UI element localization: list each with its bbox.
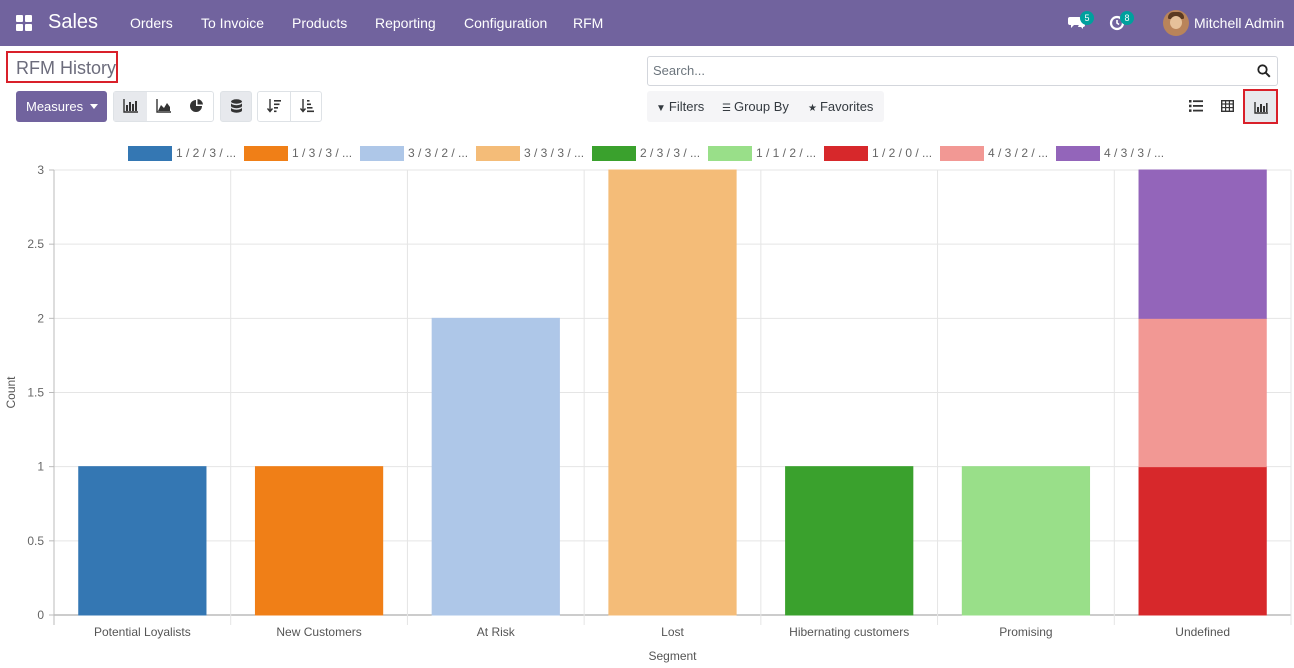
sort-ascending-button[interactable] [290, 92, 323, 121]
y-axis-label: Count [4, 376, 18, 409]
menu-reporting[interactable]: Reporting [375, 15, 436, 31]
filters-toggle[interactable]: ▼ Filters [656, 99, 704, 114]
legend-label: 1 / 1 / 2 / ... [756, 146, 817, 160]
activities-badge: 8 [1120, 11, 1134, 25]
bar [431, 317, 560, 616]
bar [1138, 317, 1267, 468]
list-view-button[interactable] [1180, 91, 1211, 122]
graph-view-button[interactable] [1243, 89, 1278, 124]
view-switcher [1180, 89, 1278, 124]
line-chart-button[interactable] [147, 92, 180, 121]
caret-down-icon [90, 104, 98, 109]
legend-label: 1 / 2 / 3 / ... [176, 146, 237, 160]
measures-label: Measures [26, 99, 84, 114]
top-navbar: Sales Orders To Invoice Products Reporti… [0, 0, 1294, 46]
page-title: RFM History [6, 51, 118, 83]
pivot-view-button[interactable] [1212, 91, 1243, 122]
legend-swatch [824, 146, 868, 161]
messages-icon[interactable]: 5 [1068, 11, 1094, 33]
area-chart-icon [156, 99, 171, 113]
search-bar [647, 56, 1278, 86]
messages-badge: 5 [1080, 11, 1094, 25]
x-axis-label: Segment [648, 649, 697, 663]
legend-swatch [592, 146, 636, 161]
graph-icon [1254, 102, 1268, 114]
legend-swatch [476, 146, 520, 161]
star-icon: ★ [808, 103, 817, 114]
x-tick-label: New Customers [276, 625, 361, 639]
chart-type-group [113, 91, 214, 122]
legend-label: 2 / 3 / 3 / ... [640, 146, 701, 160]
x-tick-label: At Risk [477, 625, 516, 639]
list-icon [1189, 100, 1203, 112]
bar [785, 466, 914, 616]
search-input[interactable] [653, 63, 1243, 78]
sort-group [257, 91, 322, 122]
x-tick-label: Undefined [1175, 625, 1230, 639]
bar-chart-icon [123, 99, 138, 113]
filters-label: Filters [668, 99, 705, 114]
menu-configuration[interactable]: Configuration [464, 15, 548, 31]
chart-legend: 1 / 2 / 3 / ... 1 / 3 / 3 / ... 3 / 3 / 2 … [0, 145, 1294, 163]
bar-chart: 0 0.5 1 1.5 2 2.5 3 Potential Loyalists New Cust… [4, 163, 1292, 663]
y-tick-label: 2.5 [27, 237, 44, 251]
legend-label: 1 / 2 / 0 / ... [872, 146, 933, 160]
bar [1138, 169, 1267, 319]
menu-orders[interactable]: Orders [130, 15, 173, 31]
x-tick-label: Promising [999, 625, 1052, 639]
database-icon [231, 99, 242, 113]
search-icon[interactable] [1257, 64, 1271, 78]
x-tick-label: Potential Loyalists [94, 625, 191, 639]
pivot-icon [1221, 100, 1234, 112]
filter-icon: ▼ [656, 103, 666, 114]
group-by-toggle[interactable]: ☰ Group By [722, 99, 789, 114]
bar [78, 466, 207, 616]
legend-swatch [360, 146, 404, 161]
y-tick-label: 1.5 [27, 386, 44, 400]
menu-rfm[interactable]: RFM [573, 15, 604, 31]
bar [608, 169, 737, 616]
sort-descending-icon [267, 99, 281, 113]
sort-descending-button[interactable] [258, 92, 291, 121]
legend-swatch [128, 146, 172, 161]
bar [1138, 466, 1267, 616]
legend-label: 4 / 3 / 2 / ... [988, 146, 1049, 160]
bar [254, 466, 384, 616]
legend-swatch [244, 146, 288, 161]
activities-icon[interactable]: 8 [1108, 11, 1134, 33]
legend-swatch [940, 146, 984, 161]
bar-chart-button[interactable] [114, 92, 147, 121]
search-options: ▼ Filters ☰ Group By ★ Favorites [647, 91, 884, 122]
menu-products[interactable]: Products [292, 15, 348, 31]
bars-icon: ☰ [722, 103, 731, 114]
legend-label: 1 / 3 / 3 / ... [292, 146, 353, 160]
menu-to-invoice[interactable]: To Invoice [201, 15, 265, 31]
user-avatar[interactable] [1163, 10, 1189, 36]
sort-ascending-icon [300, 99, 314, 113]
y-tick-label: 0.5 [27, 534, 44, 548]
stacked-toggle-button[interactable] [220, 91, 252, 122]
legend-label: 3 / 3 / 3 / ... [524, 146, 585, 160]
y-tick-label: 3 [37, 163, 44, 177]
apps-menu-icon[interactable] [16, 15, 32, 31]
legend-swatch [708, 146, 752, 161]
favorites-label: Favorites [819, 99, 874, 114]
bar [961, 466, 1091, 616]
measures-button[interactable]: Measures [16, 91, 107, 122]
y-tick-label: 2 [37, 311, 44, 325]
favorites-toggle[interactable]: ★ Favorites [808, 99, 873, 114]
y-tick-label: 1 [37, 460, 44, 474]
legend-label: 3 / 3 / 2 / ... [408, 146, 469, 160]
x-tick-label: Hibernating customers [789, 625, 909, 639]
app-name[interactable]: Sales [48, 11, 99, 33]
pie-chart-button[interactable] [180, 92, 213, 121]
user-name[interactable]: Mitchell Admin [1194, 15, 1285, 31]
group-by-label: Group By [733, 99, 789, 114]
legend-label: 4 / 3 / 3 / ... [1104, 146, 1165, 160]
legend-swatch [1056, 146, 1100, 161]
y-tick-label: 0 [37, 608, 44, 622]
x-tick-label: Lost [661, 625, 684, 639]
pie-chart-icon [190, 99, 203, 112]
